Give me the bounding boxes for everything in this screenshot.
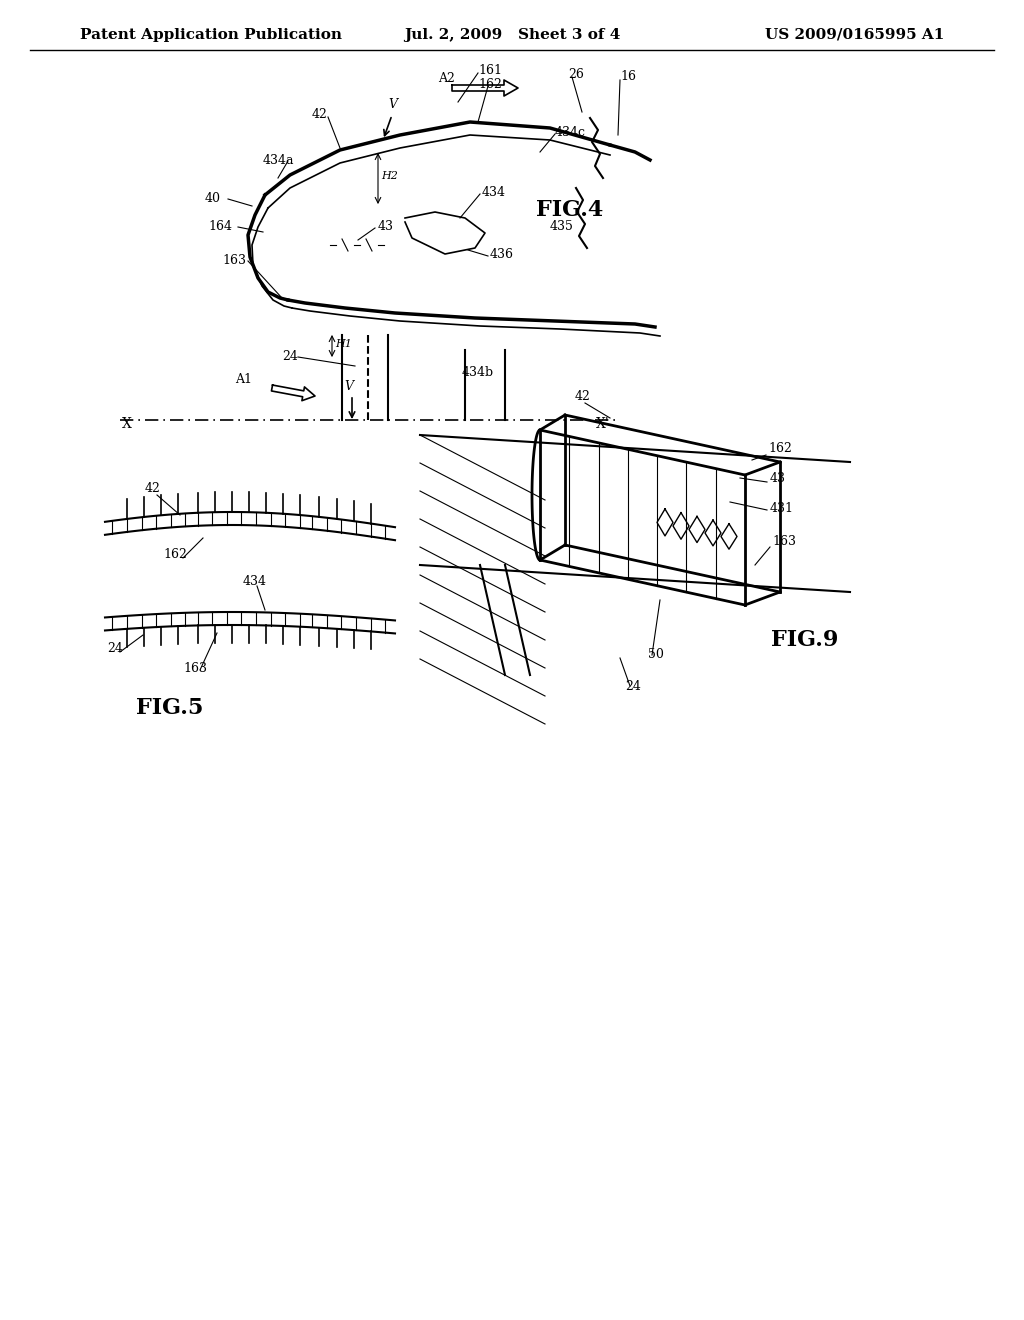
Text: 43: 43 (770, 473, 786, 484)
Text: 162: 162 (768, 442, 792, 455)
Text: 434b: 434b (462, 366, 495, 379)
Text: 162: 162 (478, 78, 502, 91)
Text: Jul. 2, 2009   Sheet 3 of 4: Jul. 2, 2009 Sheet 3 of 4 (403, 28, 621, 42)
Text: H2: H2 (381, 172, 398, 181)
Text: 26: 26 (568, 67, 584, 81)
Text: FIG.9: FIG.9 (771, 630, 839, 651)
Text: 42: 42 (145, 482, 161, 495)
Text: 24: 24 (282, 350, 298, 363)
Text: A1: A1 (234, 374, 252, 385)
Text: A2: A2 (438, 73, 455, 84)
Text: V: V (388, 98, 397, 111)
Text: 435: 435 (550, 219, 573, 232)
Text: FIG.5: FIG.5 (136, 697, 204, 719)
Text: 161: 161 (478, 63, 502, 77)
Text: 24: 24 (625, 680, 641, 693)
Text: 16: 16 (620, 70, 636, 83)
Text: 434: 434 (482, 186, 506, 198)
Text: 50: 50 (648, 648, 664, 661)
Text: 162: 162 (163, 548, 186, 561)
Text: 24: 24 (106, 642, 123, 655)
Text: 163: 163 (183, 663, 207, 675)
Text: 434c: 434c (555, 125, 586, 139)
Text: X': X' (596, 417, 610, 432)
Text: 43: 43 (378, 219, 394, 232)
Text: 434a: 434a (263, 153, 295, 166)
Text: 163: 163 (222, 253, 246, 267)
Text: 164: 164 (208, 219, 232, 232)
Text: X: X (122, 417, 132, 432)
Text: US 2009/0165995 A1: US 2009/0165995 A1 (765, 28, 944, 42)
Text: FIG.4: FIG.4 (537, 199, 603, 220)
Text: 431: 431 (770, 502, 794, 515)
Text: 163: 163 (772, 535, 796, 548)
Text: H1: H1 (335, 339, 352, 348)
Text: 40: 40 (205, 191, 221, 205)
Text: 434: 434 (243, 576, 267, 587)
Text: 42: 42 (575, 389, 591, 403)
Text: 436: 436 (490, 248, 514, 260)
Text: 42: 42 (312, 108, 328, 121)
Text: Patent Application Publication: Patent Application Publication (80, 28, 342, 42)
Text: V: V (344, 380, 353, 393)
